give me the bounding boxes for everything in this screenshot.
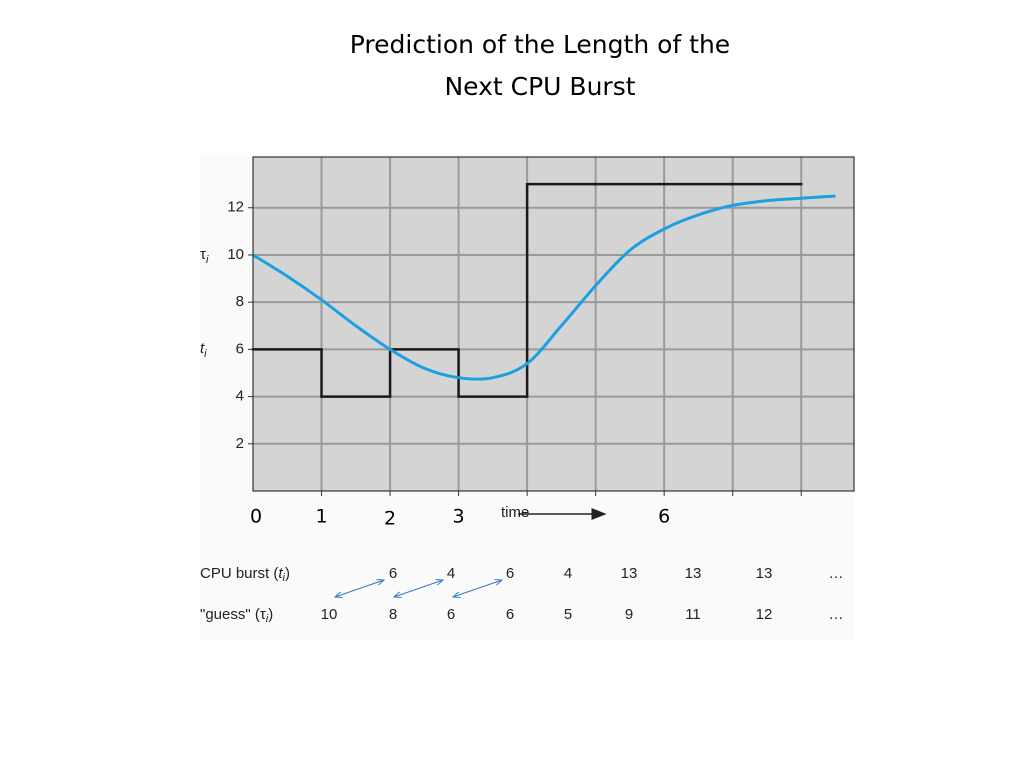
cell: 4 <box>447 565 455 582</box>
row-label-part: t <box>278 565 283 582</box>
y-axis-label-symbol: τ <box>200 246 206 263</box>
cell: 5 <box>564 606 572 623</box>
row-label: CPU burst (ti) <box>200 565 290 584</box>
y-tick-label: 6 <box>236 340 244 357</box>
chart-title: Next CPU Burst <box>444 72 635 101</box>
arrow <box>394 580 443 597</box>
row-label-part: ) <box>268 606 273 623</box>
y-tick-label: 10 <box>227 246 244 263</box>
cell: 4 <box>564 565 572 582</box>
y-axis-label-sub: i <box>204 348 207 360</box>
y-axis-label: ti <box>200 340 207 360</box>
y-axis-label: τi <box>200 246 209 266</box>
row-label-part: CPU burst ( <box>200 565 278 582</box>
y-axis-label-sub: i <box>206 254 209 266</box>
arrow <box>335 580 384 597</box>
y-tick-label: 4 <box>236 388 244 405</box>
cell: 6 <box>389 565 397 582</box>
cell: 10 <box>321 606 338 623</box>
row-label-part: i <box>266 613 269 625</box>
cell: 6 <box>447 606 455 623</box>
row-label-part: ) <box>285 565 290 582</box>
cell: 11 <box>685 606 701 623</box>
cell: 6 <box>506 565 514 582</box>
cell: 13 <box>621 565 638 582</box>
arrow <box>453 580 502 597</box>
x-tick-label: 3 <box>453 506 465 528</box>
cell: 9 <box>625 606 633 623</box>
y-tick-label: 12 <box>227 199 244 216</box>
y-tick-label: 2 <box>236 435 244 452</box>
ellipsis: … <box>829 606 844 623</box>
ellipsis: … <box>829 565 844 582</box>
y-tick-label: 8 <box>236 293 244 310</box>
row-label-part: "guess" ( <box>200 606 260 623</box>
guess-curve <box>252 194 836 381</box>
chart-title: Prediction of the Length of the <box>350 30 730 59</box>
y-axis-label-symbol: t <box>200 340 205 357</box>
row-label: "guess" (τi) <box>200 606 273 625</box>
row-label-part: τ <box>260 606 266 623</box>
x-tick-label: 2 <box>384 508 396 530</box>
cell: 6 <box>506 606 514 623</box>
cell: 12 <box>756 606 773 623</box>
row-label-part: i <box>283 572 286 584</box>
plot-frame <box>252 156 855 492</box>
x-axis-label: time <box>501 504 529 521</box>
x-tick-label: 1 <box>315 506 327 528</box>
x-tick-label: 0 <box>250 506 262 528</box>
cell: 13 <box>685 565 702 582</box>
cell: 8 <box>389 606 397 623</box>
x-tick-label: 6 <box>658 506 670 528</box>
cell: 13 <box>756 565 773 582</box>
